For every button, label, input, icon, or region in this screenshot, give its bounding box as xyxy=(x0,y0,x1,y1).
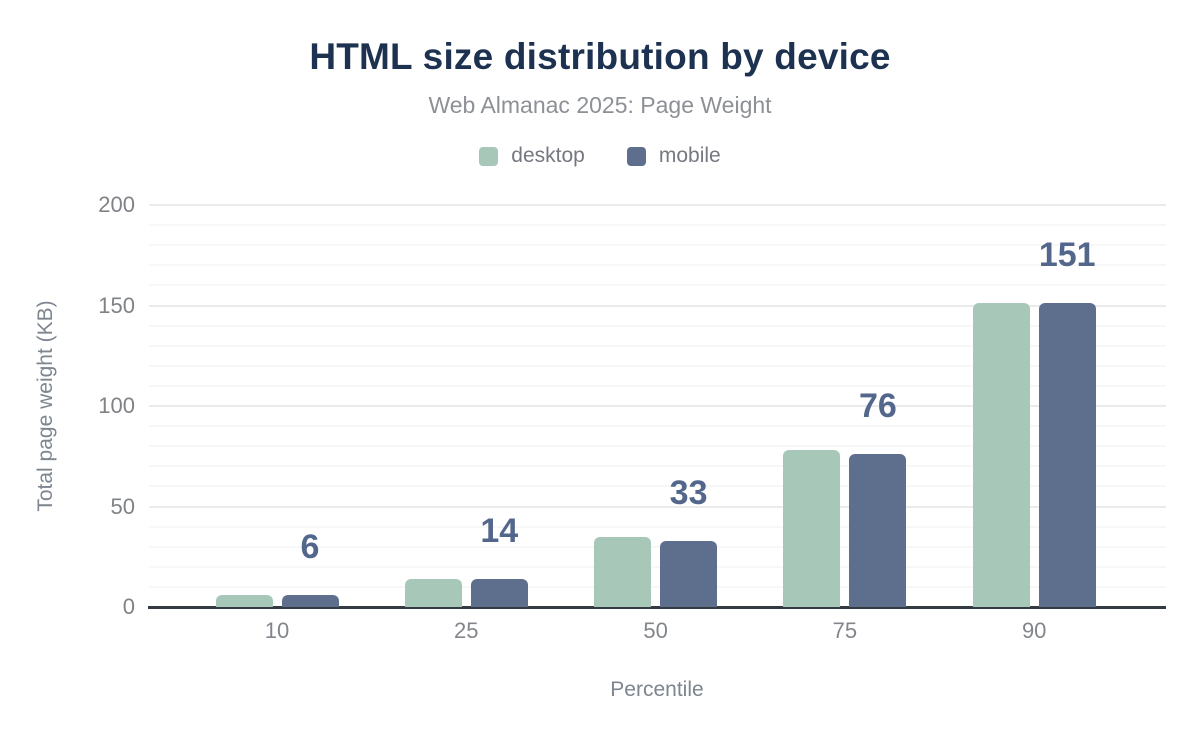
gridline-150 xyxy=(149,304,1166,307)
bar-value-label-p75: 76 xyxy=(858,387,897,426)
bar-value-label-p10: 6 xyxy=(300,527,320,566)
gridline-100 xyxy=(149,405,1166,407)
y-tick-label-200: 200 xyxy=(98,192,135,217)
bar-value-label-p25: 14 xyxy=(480,511,519,550)
gridline-60 xyxy=(149,485,1166,488)
x-tick-label-50: 50 xyxy=(643,618,668,643)
gridline-10 xyxy=(149,585,1166,588)
gridline-190 xyxy=(149,224,1166,227)
chart-subtitle: Web Almanac 2025: Page Weight xyxy=(428,92,772,118)
y-tick-label-100: 100 xyxy=(98,393,135,418)
gridline-200 xyxy=(149,204,1166,206)
bar-value-label-p90: 151 xyxy=(1038,236,1096,275)
gridline-40 xyxy=(149,525,1166,528)
bar-mobile-p90[interactable] xyxy=(1038,303,1096,607)
bar-mobile-p10[interactable] xyxy=(281,594,339,607)
bar-desktop-p75[interactable] xyxy=(783,450,841,607)
bar-desktop-p10[interactable] xyxy=(215,594,273,607)
gridline-50 xyxy=(149,505,1166,508)
bar-desktop-p90[interactable] xyxy=(972,303,1030,607)
legend-label-desktop: desktop xyxy=(511,144,585,167)
bar-desktop-p50[interactable] xyxy=(594,536,652,607)
x-tick-label-90: 90 xyxy=(1021,618,1047,643)
x-tick-label-75: 75 xyxy=(832,618,858,643)
gridline-90 xyxy=(149,425,1166,428)
bar-mobile-p75[interactable] xyxy=(849,454,907,607)
x-tick-label-25: 25 xyxy=(454,618,479,643)
legend-swatch-desktop xyxy=(479,146,499,166)
legend-swatch-mobile xyxy=(626,146,646,166)
legend-item-mobile[interactable]: mobile xyxy=(626,144,721,168)
y-tick-label-50: 50 xyxy=(110,493,135,519)
x-tick-label-10: 10 xyxy=(264,618,290,643)
y-tick-label-0: 0 xyxy=(122,594,135,619)
legend: desktop mobile xyxy=(0,144,1200,168)
gridline-120 xyxy=(149,364,1166,367)
legend-item-desktop[interactable]: desktop xyxy=(479,144,585,168)
bar-mobile-p50[interactable] xyxy=(660,540,718,607)
legend-label-mobile: mobile xyxy=(658,144,721,167)
y-tick-label-150: 150 xyxy=(98,292,135,318)
gridline-130 xyxy=(149,344,1166,347)
chart-title: HTML size distribution by device xyxy=(309,36,891,77)
x-axis-line xyxy=(148,606,1166,609)
gridline-140 xyxy=(149,324,1166,327)
bar-mobile-p25[interactable] xyxy=(470,578,528,607)
gridline-80 xyxy=(149,445,1166,448)
gridline-30 xyxy=(149,545,1166,548)
gridline-20 xyxy=(149,565,1166,568)
gridline-180 xyxy=(149,244,1166,247)
gridline-70 xyxy=(149,465,1166,468)
gridline-170 xyxy=(149,264,1166,267)
gridline-110 xyxy=(149,384,1166,387)
bar-desktop-p25[interactable] xyxy=(404,578,462,607)
bar-value-label-p50: 33 xyxy=(669,473,708,512)
gridline-160 xyxy=(149,284,1166,287)
x-axis-title: Percentile xyxy=(610,678,704,701)
